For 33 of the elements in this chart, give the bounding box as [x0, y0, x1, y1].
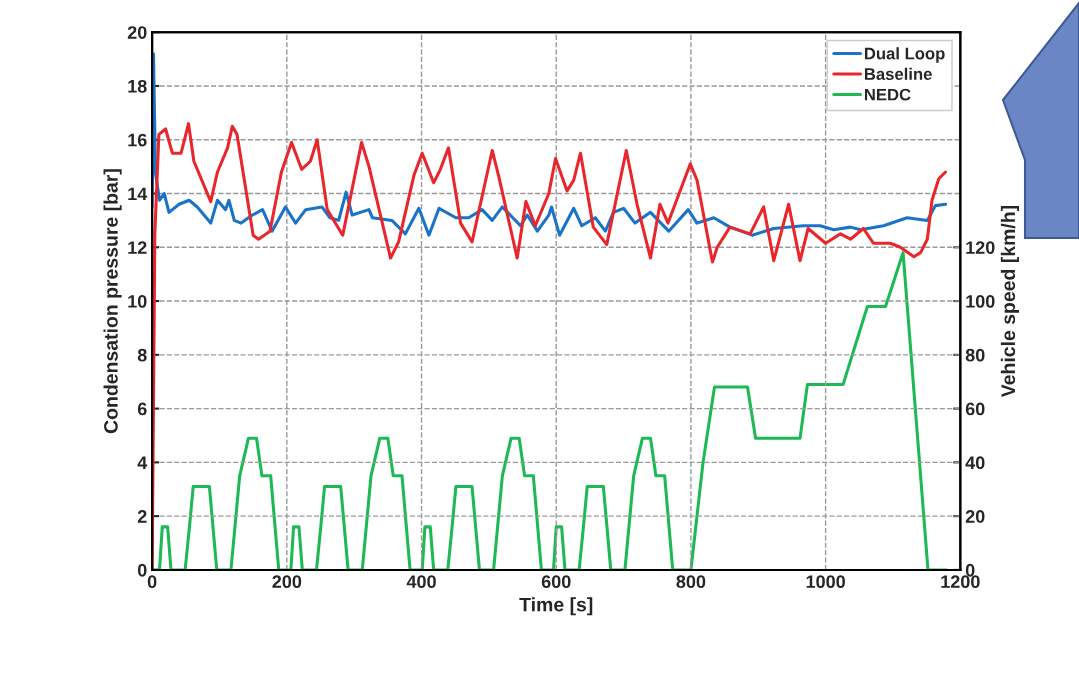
- y-tick-label: 18: [128, 79, 147, 93]
- x-tick-label: 800: [676, 575, 706, 589]
- line-series: [152, 122, 948, 570]
- y2-tick-label: 20: [965, 510, 985, 523]
- x-tick-label: 200: [272, 575, 302, 589]
- x-tick-label: 0: [147, 575, 157, 589]
- y2-tick-label: 120: [966, 241, 995, 255]
- y-tick-label: 0: [137, 563, 147, 577]
- legend-label: NEDC: [864, 88, 911, 101]
- x-tick-label: 1200: [941, 575, 980, 589]
- legend-label: Baseline: [864, 67, 932, 80]
- y2-tick-label: 0: [965, 563, 975, 577]
- y-tick-label: 8: [137, 348, 147, 362]
- y-tick-label: 10: [128, 294, 147, 308]
- y-tick-label: 16: [128, 133, 147, 147]
- y2-axis-title: Vehicle speed [km/h]: [1000, 205, 1019, 398]
- line-series: [152, 251, 949, 570]
- y-tick-label: 6: [137, 402, 147, 416]
- y-tick-label: 12: [128, 241, 147, 254]
- y-tick-label: 4: [137, 456, 148, 469]
- y2-tick-label: 60: [965, 402, 985, 416]
- y-axis-title: Condensation pressure [bar]: [103, 169, 122, 434]
- x-tick-label: 1000: [806, 575, 845, 589]
- y2-tick-label: 100: [966, 294, 995, 308]
- y-tick-label: 20: [127, 26, 147, 39]
- x-axis-title: Time [s]: [519, 597, 593, 616]
- x-tick-label: 600: [541, 575, 571, 589]
- y-tick-label: 2: [137, 510, 147, 523]
- y2-tick-label: 40: [965, 456, 985, 470]
- y-tick-label: 14: [128, 187, 148, 201]
- y2-tick-label: 80: [965, 348, 985, 362]
- legend-label: Dual Loop: [864, 47, 945, 63]
- x-tick-label: 400: [406, 575, 436, 589]
